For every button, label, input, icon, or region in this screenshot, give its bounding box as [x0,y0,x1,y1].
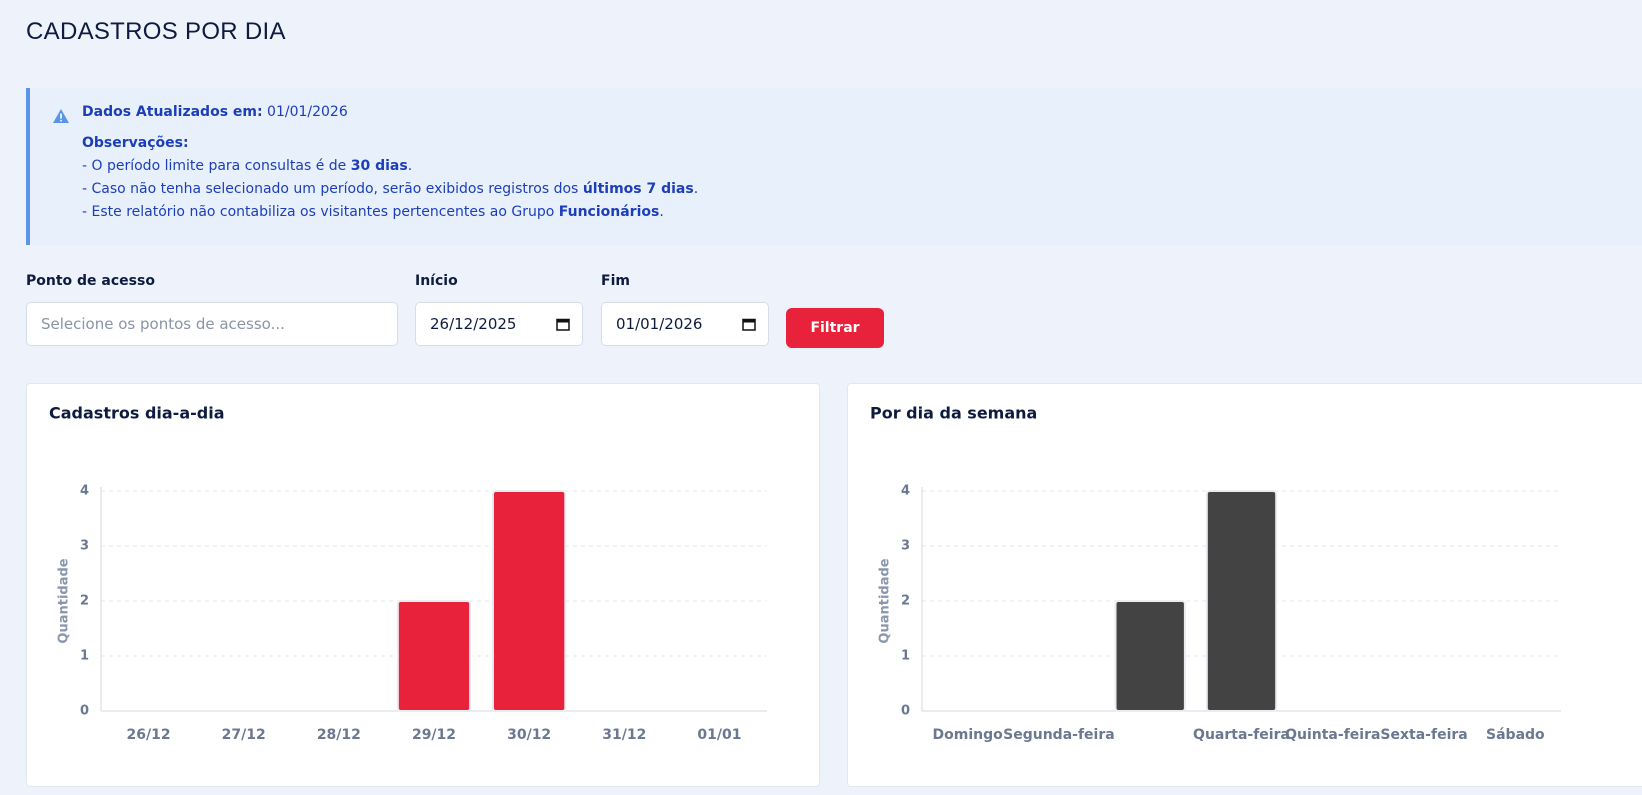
x-tick-label: Sábado [1486,727,1545,743]
obs-line-strong: 30 dias [350,158,408,174]
obs-line: - O período limite para consultas é de 3… [82,158,412,174]
bar [491,490,567,712]
obs-title: Observações: [82,135,189,151]
obs-line-before: - O período limite para consultas é de [82,158,351,174]
updated-date: 01/01/2026 [267,104,348,120]
obs-line-after: . [659,204,664,220]
obs-line-before: - Este relatório não contabiliza os visi… [82,204,559,220]
x-tick-label: Quinta-feira [1285,727,1380,743]
x-tick-label: 29/12 [412,727,456,743]
x-tick-label: Domingo [933,727,1004,743]
end-label: Fim [601,273,630,289]
x-tick-label: Sexta-feira [1380,727,1467,743]
chart-title: Cadastros dia-a-dia [49,404,224,423]
start-value: 26/12/2025 [430,315,517,333]
chart-card: Cadastros dia-a-dia Quantidade 0 1 2 3 4 26/12 2… [26,383,820,787]
start-input[interactable]: 26/12/2025 [415,302,583,346]
obs-line-strong: últimos 7 dias [582,181,694,197]
y-tick-label: 0 [901,704,910,719]
y-tick-label: 4 [901,484,910,499]
obs-line: - Caso não tenha selecionado um período,… [82,181,698,197]
access-select[interactable]: Selecione os pontos de acesso... [26,302,398,346]
obs-line-after: . [407,158,413,174]
x-tick-label: 01/01 [697,727,741,743]
warning-icon [53,109,69,123]
end-value: 01/01/2026 [616,315,703,333]
filter-button[interactable]: Filtrar [786,308,884,348]
page-title: CADASTROS POR DIA [26,18,286,45]
obs-line-strong: Funcionários [558,204,660,220]
x-tick-label: 30/12 [507,727,551,743]
x-tick-label: 26/12 [127,727,171,743]
y-tick-label: 1 [901,649,910,664]
end-input[interactable]: 01/01/2026 [601,302,769,346]
obs-line-after: . [693,181,699,197]
y-tick-label: 4 [80,484,89,499]
y-tick-label: 3 [901,539,910,554]
calendar-icon [556,318,570,331]
calendar-icon [742,318,756,331]
obs-line-before: - Caso não tenha selecionado um período,… [82,181,583,197]
updated-label: Dados Atualizados em: [82,104,263,120]
x-tick-label: 31/12 [602,727,646,743]
y-tick-label: 2 [80,594,89,609]
obs-line: - Este relatório não contabiliza os visi… [82,204,664,220]
notice: Dados Atualizados em: 01/01/2026 Observa… [26,88,1642,245]
y-axis-label: Quantidade [878,558,893,643]
chart: Cadastros dia-a-dia Quantidade 0 1 2 3 4 26/12 2… [49,404,767,743]
bar [1205,490,1278,712]
chart-card: Por dia da semana Quantidade 0 1 2 3 4 Domingo S… [847,383,1642,787]
updated-row: Dados Atualizados em: 01/01/2026 [82,104,348,120]
x-tick-label: Quarta-feira [1193,727,1290,743]
access-label: Ponto de acesso [26,273,155,289]
x-tick-label: 28/12 [317,727,361,743]
y-axis-label: Quantidade [57,558,72,643]
y-tick-label: 1 [80,649,89,664]
x-tick-label: 27/12 [222,727,266,743]
y-tick-label: 0 [80,704,89,719]
x-tick-label: Segunda-feira [1003,727,1115,743]
y-tick-label: 2 [901,594,910,609]
start-label: Início [415,273,458,289]
y-tick-label: 3 [80,539,89,554]
bar [396,600,472,712]
chart-title: Por dia da semana [870,404,1037,423]
bar [1114,600,1186,712]
obs-title-text: Observações: [82,135,189,151]
